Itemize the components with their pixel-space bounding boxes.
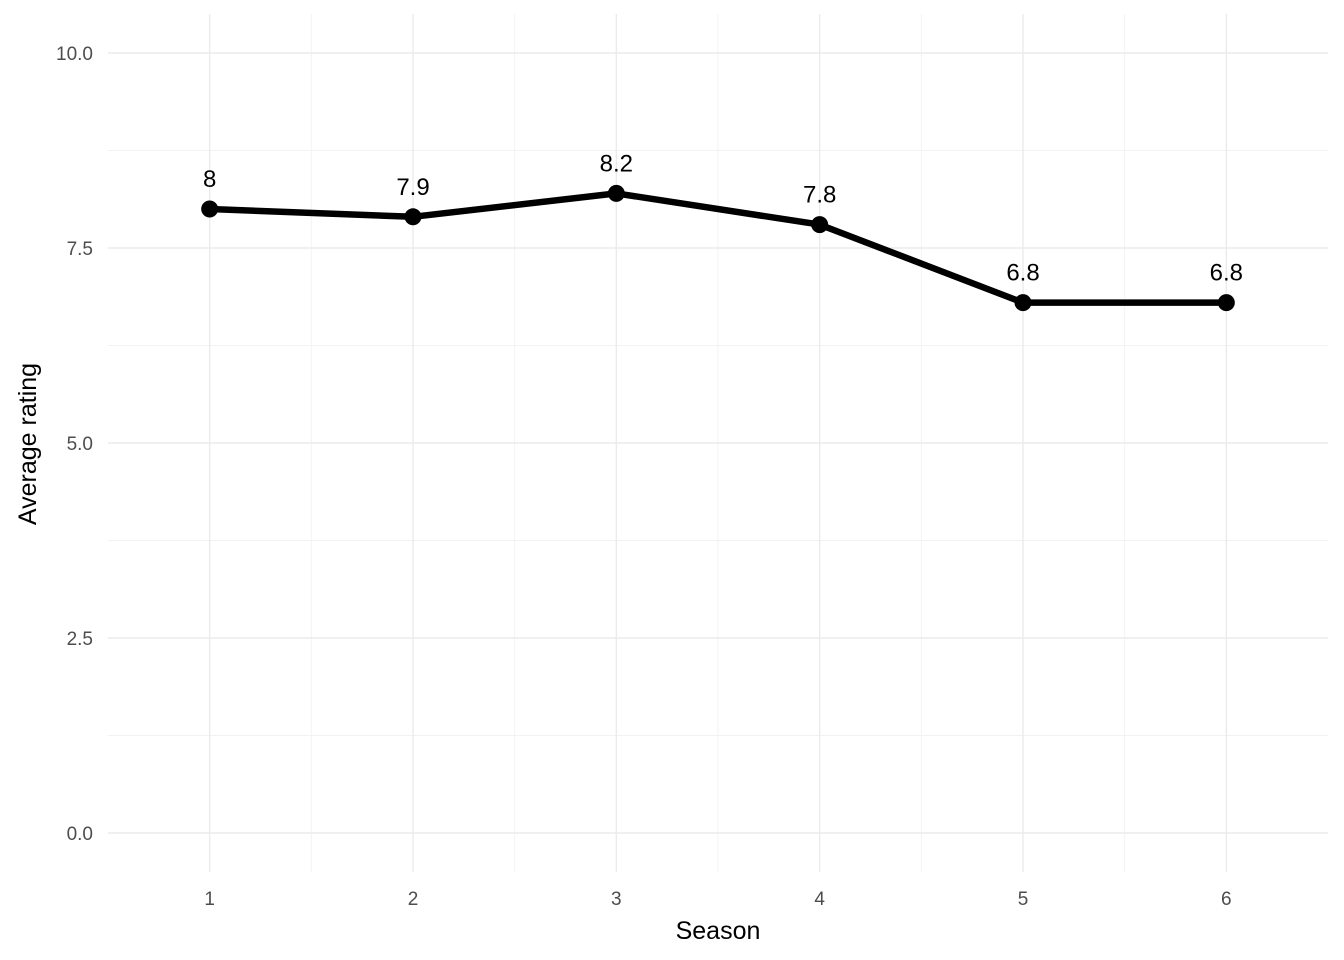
x-tick-label: 1 <box>204 889 215 910</box>
data-point <box>607 184 625 202</box>
y-tick-label: 7.5 <box>67 239 93 260</box>
data-label: 8.2 <box>600 150 633 177</box>
data-point <box>404 208 422 226</box>
y-axis-ticks: 0.0 2.5 5.0 7.5 10.0 <box>56 44 93 845</box>
data-label: 6.8 <box>1210 260 1243 287</box>
data-point <box>811 216 829 234</box>
x-axis-ticks: 1 2 3 4 5 6 <box>204 889 1231 910</box>
y-axis-title: Average rating <box>14 363 42 525</box>
data-label: 7.8 <box>803 182 836 209</box>
major-gridlines <box>108 14 1328 872</box>
x-tick-label: 5 <box>1018 889 1029 910</box>
x-axis-title: Season <box>676 917 761 945</box>
data-label: 8 <box>203 166 216 193</box>
y-tick-label: 5.0 <box>67 434 93 455</box>
y-tick-label: 2.5 <box>67 629 93 650</box>
data-point <box>1217 294 1235 312</box>
y-tick-label: 0.0 <box>67 824 93 845</box>
data-labels: 8 7.9 8.2 7.8 6.8 6.8 <box>203 150 1243 286</box>
data-label: 6.8 <box>1006 260 1039 287</box>
data-point <box>1014 294 1032 312</box>
y-tick-label: 10.0 <box>56 44 93 65</box>
x-tick-label: 4 <box>814 889 825 910</box>
data-point <box>201 200 219 218</box>
series-line <box>209 190 1227 306</box>
x-tick-label: 3 <box>611 889 622 910</box>
x-tick-label: 2 <box>408 889 419 910</box>
x-tick-label: 6 <box>1221 889 1232 910</box>
rating-series <box>201 184 1235 312</box>
data-label: 7.9 <box>396 174 429 201</box>
